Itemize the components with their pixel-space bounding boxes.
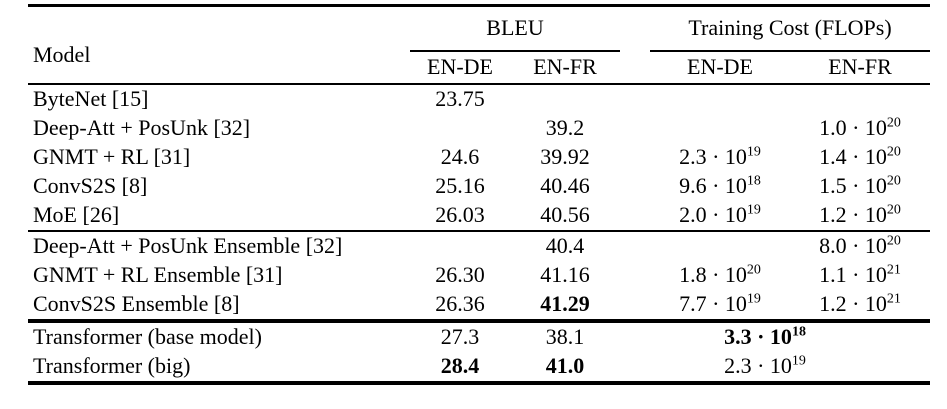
exponent: 19	[791, 353, 806, 369]
exponent: 20	[886, 233, 901, 249]
cost-en-fr-cell: 1.2 · 1021	[819, 291, 901, 316]
table-section-2: Transformer (base model) 27.3 38.1 3.3 · 10…	[28, 320, 931, 383]
model-cell: ConvS2S Ensemble [8]	[33, 291, 240, 316]
bleu-en-de-cell: 26.36	[435, 291, 485, 316]
bleu-en-de-header: EN-DE	[427, 54, 493, 79]
exponent: 18	[791, 324, 806, 340]
cost-en-fr-cell: 8.0 · 1020	[819, 233, 901, 258]
bleu-en-fr-cell: 41.29	[540, 291, 590, 316]
table-row: Deep-Att + PosUnk Ensemble [32] 40.4 8.0 ·…	[28, 231, 930, 261]
spacer-cell	[620, 261, 650, 290]
model-cell: GNMT + RL [31]	[33, 144, 191, 169]
model-cell: MoE [26]	[33, 202, 120, 227]
bleu-en-de-cell: 24.6	[440, 144, 480, 169]
bleu-en-fr-cell: 41.16	[540, 262, 590, 287]
header-spacer	[620, 6, 650, 51]
bleu-en-de-cell: 26.03	[435, 202, 485, 227]
bleu-en-fr-cell: 39.92	[540, 144, 590, 169]
spacer-cell	[620, 114, 650, 143]
table-row: Transformer (base model) 27.3 38.1 3.3 · 10…	[28, 321, 930, 352]
bleu-en-de-cell	[410, 114, 510, 143]
exponent: 21	[886, 291, 901, 307]
header-spacer	[620, 51, 650, 84]
bleu-en-fr-header: EN-FR	[533, 54, 597, 79]
bleu-en-fr-cell: 41.0	[545, 353, 585, 378]
cost-en-de-cell	[650, 84, 790, 114]
cost-en-de-cell: 1.8 · 1020	[679, 262, 761, 287]
bleu-en-de-cell: 25.16	[435, 173, 485, 198]
cost-en-fr-cell: 1.1 · 1021	[819, 262, 901, 287]
table-row: ConvS2S [8] 25.16 40.46 9.6 · 1018 1.5 · 102…	[28, 172, 930, 201]
bleu-en-fr-cell: 40.46	[540, 173, 590, 198]
header-sub-row: EN-DE EN-FR EN-DE EN-FR	[28, 51, 930, 84]
bleu-en-fr-cell: 39.2	[545, 115, 585, 140]
results-table: Model BLEU Training Cost (FLOPs) EN-DE E…	[28, 4, 931, 385]
spacer-cell	[620, 84, 650, 114]
table-row: GNMT + RL [31] 24.6 39.92 2.3 · 1019 1.4 · 1…	[28, 143, 930, 172]
exponent: 20	[886, 144, 901, 160]
model-cell: ByteNet [15]	[33, 86, 149, 111]
bleu-en-fr-cell: 40.56	[540, 202, 590, 227]
cost-en-de-cell: 2.0 · 1019	[679, 202, 761, 227]
spacer-cell	[620, 231, 650, 261]
cost-en-fr-header: EN-FR	[828, 54, 892, 79]
exponent: 18	[746, 173, 761, 189]
bleu-en-de-cell: 26.30	[435, 262, 485, 287]
header-group-row: Model BLEU Training Cost (FLOPs)	[28, 5, 931, 65]
table-section-1: Deep-Att + PosUnk Ensemble [32] 40.4 8.0 ·…	[28, 230, 931, 321]
table-section-0: ByteNet [15] 23.75 Deep-Att + PosUnk [32] 3…	[28, 84, 930, 231]
cost-en-fr-cell: 1.5 · 1020	[819, 173, 901, 198]
spacer-cell	[620, 290, 650, 321]
spacer-cell	[620, 352, 650, 383]
bleu-en-fr-cell	[510, 84, 620, 114]
table-header: Model BLEU Training Cost (FLOPs) EN-DE E…	[28, 5, 931, 84]
cost-en-fr-cell: 1.2 · 1020	[819, 202, 901, 227]
exponent: 20	[886, 202, 901, 218]
cost-span-cell: 2.3 · 1019	[724, 353, 806, 378]
bleu-en-de-cell: 23.75	[435, 86, 485, 111]
cost-span-cell: 3.3 · 1018	[724, 324, 806, 349]
model-cell: Transformer (big)	[33, 353, 191, 378]
model-cell: Deep-Att + PosUnk Ensemble [32]	[33, 233, 343, 258]
bleu-en-de-cell	[410, 231, 510, 261]
cost-en-de-cell	[650, 114, 790, 143]
table-row: ConvS2S Ensemble [8] 26.36 41.29 7.7 · 1019…	[28, 290, 930, 321]
model-cell: ConvS2S [8]	[33, 173, 148, 198]
cost-en-fr-cell: 1.0 · 1020	[819, 115, 901, 140]
cost-en-de-cell: 7.7 · 1019	[679, 291, 761, 316]
table-row: Deep-Att + PosUnk [32] 39.2 1.0 · 1020	[28, 114, 930, 143]
spacer-cell	[620, 143, 650, 172]
bleu-en-de-cell: 27.3	[440, 324, 480, 349]
cost-en-de-cell: 2.3 · 1019	[679, 144, 761, 169]
spacer-cell	[620, 172, 650, 201]
spacer-cell	[620, 201, 650, 231]
model-cell: Transformer (base model)	[33, 324, 262, 349]
model-cell: Deep-Att + PosUnk [32]	[33, 115, 251, 140]
bleu-en-fr-cell: 40.4	[545, 233, 585, 258]
cost-en-de-cell	[650, 231, 790, 261]
cost-en-de-header: EN-DE	[687, 54, 753, 79]
exponent: 20	[886, 173, 901, 189]
table-row: Transformer (big) 28.4 41.0 2.3 · 1019	[28, 352, 930, 383]
training-cost-group-header: Training Cost (FLOPs)	[650, 5, 931, 52]
exponent: 21	[886, 262, 901, 278]
exponent: 19	[746, 291, 761, 307]
table-row: MoE [26] 26.03 40.56 2.0 · 1019 1.2 · 1020	[28, 201, 930, 231]
spacer-cell	[620, 321, 650, 352]
model-cell: GNMT + RL Ensemble [31]	[33, 262, 283, 287]
cost-en-de-cell: 9.6 · 1018	[679, 173, 761, 198]
table-row: ByteNet [15] 23.75	[28, 84, 930, 114]
bleu-en-de-cell: 28.4	[440, 353, 480, 378]
cost-en-fr-cell: 1.4 · 1020	[819, 144, 901, 169]
bleu-group-header: BLEU	[410, 5, 621, 52]
exponent: 19	[746, 202, 761, 218]
model-column-header: Model	[33, 41, 91, 67]
bleu-en-fr-cell: 38.1	[545, 324, 585, 349]
exponent: 20	[886, 115, 901, 131]
exponent: 20	[746, 262, 761, 278]
table-row: GNMT + RL Ensemble [31] 26.30 41.16 1.8 · 1…	[28, 261, 930, 290]
cost-en-fr-cell	[790, 84, 930, 114]
exponent: 19	[746, 144, 761, 160]
